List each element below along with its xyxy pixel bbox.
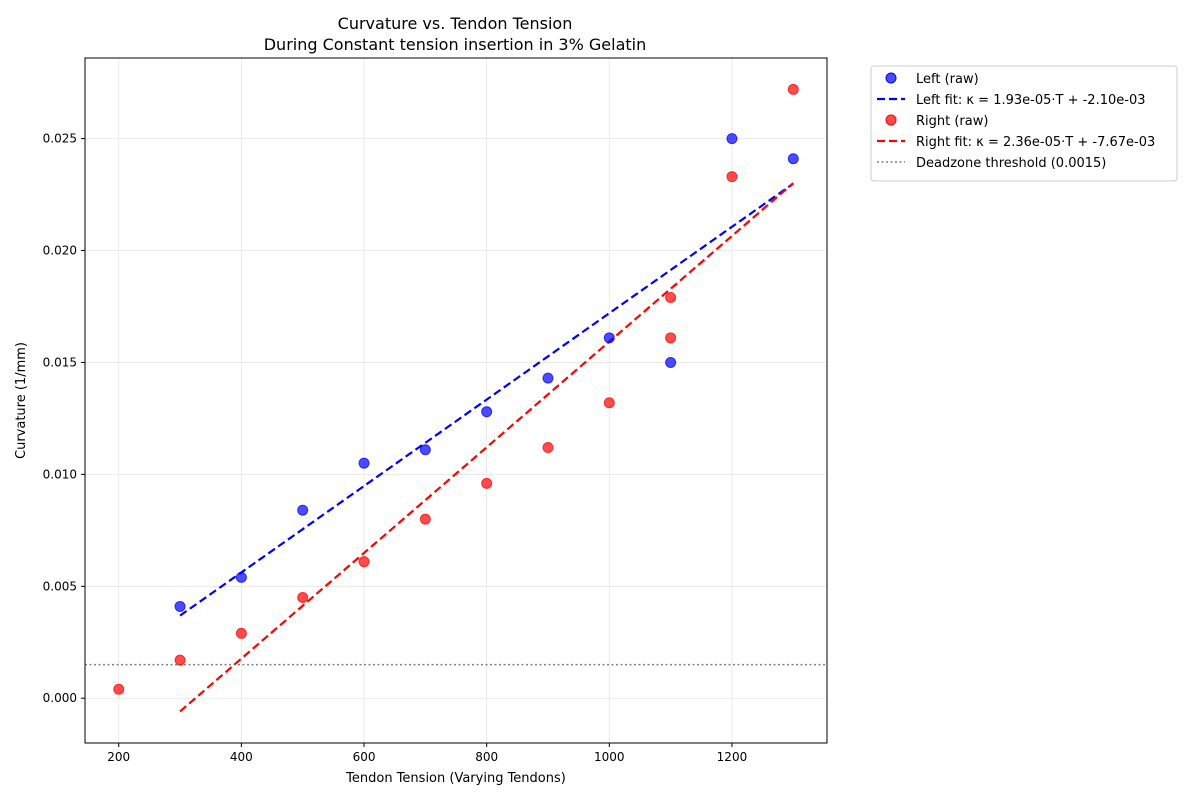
y-tick-label: 0.020	[43, 244, 77, 258]
data-point	[665, 332, 677, 344]
data-point	[787, 153, 799, 165]
data-point	[358, 556, 370, 568]
data-point	[419, 513, 431, 525]
data-point	[358, 457, 370, 469]
fit-line-layer	[179, 182, 794, 713]
axis-ticks: 200 400 600 800 1000 1200 0.000 0.005 0.010 0.015…	[43, 132, 748, 764]
x-tick-label: 200	[107, 750, 130, 764]
y-tick-label: 0.015	[43, 355, 77, 369]
fit-line	[179, 182, 794, 617]
data-point	[481, 477, 493, 489]
x-axis-label: Tendon Tension (Varying Tendons)	[345, 771, 566, 786]
x-tick-label: 400	[230, 750, 253, 764]
data-point	[665, 292, 677, 304]
data-point	[726, 171, 738, 183]
plot-area-frame	[84, 57, 828, 744]
data-point	[603, 397, 615, 409]
x-tick-label: 1200	[717, 750, 748, 764]
data-point	[297, 504, 309, 516]
legend-label: Deadzone threshold (0.0015)	[916, 156, 1106, 171]
data-point	[542, 372, 554, 384]
legend-marker	[885, 114, 897, 126]
data-point	[419, 444, 431, 456]
data-point-layer	[113, 83, 799, 695]
y-tick-label: 0.000	[43, 691, 77, 705]
grid-lines	[85, 58, 827, 743]
data-point	[665, 356, 677, 368]
data-point	[235, 571, 247, 583]
y-tick-label: 0.005	[43, 579, 77, 593]
y-tick-label: 0.010	[43, 467, 77, 481]
y-axis-label: Curvature (1/mm)	[14, 342, 29, 459]
legend-label: Right fit: κ = 2.36e-05·T + -7.67e-03	[916, 135, 1155, 150]
data-point	[297, 591, 309, 603]
x-tick-label: 800	[475, 750, 498, 764]
data-point	[113, 683, 125, 695]
legend-label: Left (raw)	[916, 72, 979, 87]
data-point	[235, 627, 247, 639]
data-point	[787, 83, 799, 95]
data-point	[481, 406, 493, 418]
y-tick-label: 0.025	[43, 132, 77, 146]
chart-subtitle: During Constant tension insertion in 3% …	[264, 35, 647, 54]
data-point	[726, 133, 738, 145]
chart-title: Curvature vs. Tendon Tension	[338, 14, 573, 33]
data-point	[174, 600, 186, 612]
legend-label: Right (raw)	[916, 114, 988, 129]
chart-legend: Left (raw) Left fit: κ = 1.93e-05·T + -2.…	[870, 65, 1178, 182]
data-point	[603, 332, 615, 344]
data-point	[542, 442, 554, 454]
data-point	[174, 654, 186, 666]
legend-frame	[870, 65, 1178, 182]
legend-label: Left fit: κ = 1.93e-05·T + -2.10e-03	[916, 93, 1145, 108]
x-tick-label: 600	[353, 750, 376, 764]
fit-line	[179, 182, 794, 713]
x-tick-label: 1000	[594, 750, 625, 764]
legend-marker	[885, 72, 897, 84]
